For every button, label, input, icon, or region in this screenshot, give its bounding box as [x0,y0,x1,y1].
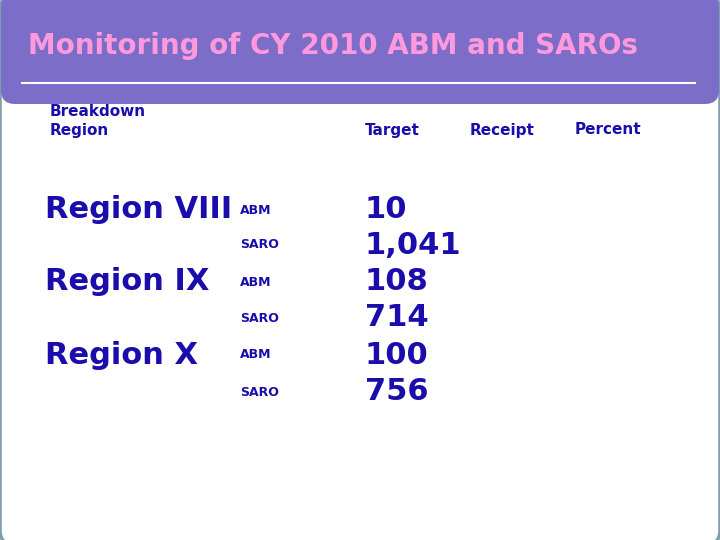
Text: Target: Target [365,123,420,138]
Text: Percent: Percent [575,123,642,138]
FancyBboxPatch shape [15,8,705,80]
Text: SARO: SARO [240,386,279,399]
Text: SARO: SARO [240,312,279,325]
Text: SARO: SARO [240,239,279,252]
Text: Receipt: Receipt [470,123,535,138]
Text: 756: 756 [365,377,428,407]
Text: Monitoring of CY 2010 ABM and SAROs: Monitoring of CY 2010 ABM and SAROs [28,32,638,60]
Text: 10: 10 [365,195,408,225]
Text: 1,041: 1,041 [365,231,462,260]
Text: ABM: ABM [240,348,271,361]
Text: Region VIII: Region VIII [45,195,233,225]
Text: Region IX: Region IX [45,267,210,296]
Text: Region X: Region X [45,341,198,369]
Text: ABM: ABM [240,275,271,288]
FancyBboxPatch shape [1,0,719,104]
Text: Region: Region [50,123,109,138]
Text: Breakdown: Breakdown [50,105,146,119]
Text: ABM: ABM [240,204,271,217]
Text: 108: 108 [365,267,428,296]
Text: 714: 714 [365,303,428,333]
Text: 100: 100 [365,341,428,369]
